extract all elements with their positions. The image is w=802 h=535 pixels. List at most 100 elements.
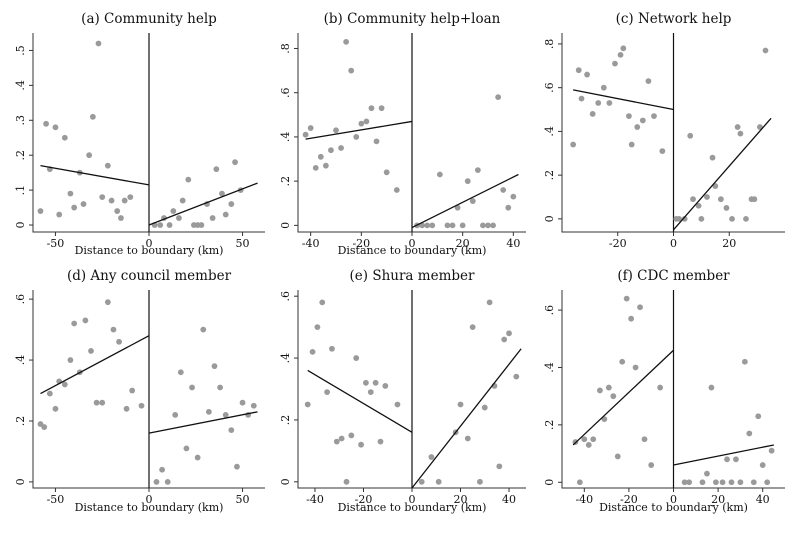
scatter-point xyxy=(681,215,688,222)
scatter-point xyxy=(759,462,766,468)
scatter-point xyxy=(82,317,89,324)
x-tick-label: 20 xyxy=(454,493,468,506)
scatter-point xyxy=(743,215,749,222)
y-tick-label: .6 xyxy=(279,291,292,302)
scatter-point xyxy=(699,479,706,486)
axis-frame xyxy=(297,290,526,489)
scatter-point xyxy=(377,438,384,445)
scatter-point xyxy=(610,393,617,400)
scatter-point xyxy=(41,424,48,430)
x-tick-label: -20 xyxy=(355,493,373,506)
scatter-point xyxy=(222,411,229,418)
x-tick-label: -20 xyxy=(352,237,370,250)
scatter-point xyxy=(353,134,360,140)
scatter-point xyxy=(222,211,229,218)
scatter-point xyxy=(200,326,207,333)
scatter-point xyxy=(317,153,324,160)
scatter-point xyxy=(104,162,111,169)
scatter-point xyxy=(234,463,240,470)
scatter-point xyxy=(704,470,710,477)
fit-line-right xyxy=(148,182,258,226)
scatter-point xyxy=(80,201,87,207)
scatter-point xyxy=(239,399,246,406)
y-tick-label: .4 xyxy=(279,132,292,143)
scatter-point xyxy=(723,205,730,211)
scatter-point xyxy=(617,51,624,58)
y-tick-label: 0 xyxy=(14,222,27,229)
fit-line-left xyxy=(307,369,413,433)
panel-3: (c) Network help 0 .2 .4 .6 .8 -20 0 20 xyxy=(543,11,785,250)
scatter-point xyxy=(250,402,257,409)
y-tick-label: 0 xyxy=(543,479,556,486)
panel-1: (a) Community help 0 .1 .2 .3 .4 .5 -50 0 50 Dista… xyxy=(14,11,265,257)
scatter-point xyxy=(322,162,329,169)
scatter-point xyxy=(469,324,476,331)
scatter-point xyxy=(506,330,512,337)
scatter-point xyxy=(67,357,74,363)
scatter-point xyxy=(639,117,646,124)
scatter-point xyxy=(686,479,693,486)
scatter-point xyxy=(585,442,592,448)
y-tick-label: .1 xyxy=(14,185,27,196)
scatter-point xyxy=(620,45,627,52)
scatter-point xyxy=(709,154,716,161)
scatter-point xyxy=(71,204,78,211)
scatter-point xyxy=(729,215,735,222)
scatter-point xyxy=(628,141,635,148)
axis-frame xyxy=(561,33,785,233)
scatter-point xyxy=(37,208,44,214)
axis-frame xyxy=(32,33,265,233)
scatter-point xyxy=(343,478,350,485)
y-tick-label: .2 xyxy=(14,150,27,161)
scatter-point xyxy=(755,413,762,420)
fit-line-right xyxy=(411,173,519,229)
scatter-point xyxy=(733,456,739,463)
y-tick-label: .8 xyxy=(543,39,556,50)
scatter-point xyxy=(584,71,590,78)
panel-title: (c) Network help xyxy=(616,11,732,27)
scatter-point xyxy=(495,94,502,101)
fit-line-left xyxy=(305,120,413,140)
scatter-point xyxy=(641,436,648,443)
y-tick-label: .3 xyxy=(14,115,27,126)
scatter-point xyxy=(436,171,443,178)
y-tick-label: .4 xyxy=(543,362,556,373)
scatter-point xyxy=(764,479,771,486)
scatter-point xyxy=(309,348,316,355)
x-tick-label: -40 xyxy=(306,493,324,506)
scatter-point xyxy=(690,196,696,203)
scatter-point xyxy=(123,405,130,412)
scatter-point xyxy=(768,447,775,454)
x-axis-title: Distance to boundary (km) xyxy=(75,501,224,514)
scatter-point xyxy=(118,215,124,221)
scatter-point xyxy=(657,384,664,391)
scatter-point xyxy=(737,479,744,486)
scatter-point xyxy=(363,379,369,386)
scatter-point xyxy=(110,326,117,333)
scatter-point xyxy=(198,222,205,228)
scatter-point xyxy=(211,363,218,370)
scatter-point xyxy=(418,478,425,485)
scatter-point xyxy=(750,479,757,486)
scatter-point xyxy=(104,299,111,306)
x-tick-label: 0 xyxy=(409,493,416,506)
fit-line-right xyxy=(148,411,258,434)
fit-line-right xyxy=(673,444,774,466)
scatter-point xyxy=(372,379,379,386)
scatter-point xyxy=(138,402,145,409)
x-tick-label: 40 xyxy=(502,493,516,506)
x-tick-label: 0 xyxy=(146,493,153,506)
scatter-point xyxy=(676,215,682,222)
scatter-point xyxy=(500,187,507,193)
scatter-point xyxy=(737,130,744,137)
scatter-point xyxy=(312,164,319,171)
y-tick-label: .6 xyxy=(543,82,556,93)
scatter-point xyxy=(329,345,335,352)
scatter-point xyxy=(481,404,488,411)
scatter-point xyxy=(623,295,630,302)
scatter-point xyxy=(304,401,311,408)
scatter-point xyxy=(153,479,160,485)
scatter-point xyxy=(121,197,128,204)
panel-6: (f) CDC member 0 .2 .4 .6 -40 -20 0 20 40 Distance… xyxy=(543,268,785,514)
